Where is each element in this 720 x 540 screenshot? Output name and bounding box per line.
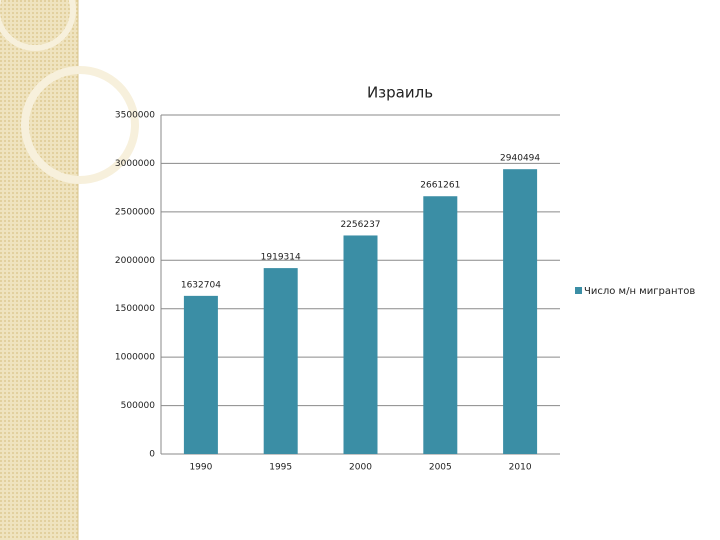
x-tick-label: 2005 [429, 463, 452, 473]
x-tick-label: 2000 [349, 463, 372, 473]
bar [183, 295, 218, 454]
y-tick-label: 500000 [121, 401, 156, 411]
x-tick-label: 1995 [269, 463, 292, 473]
x-tick-label: 2010 [509, 463, 532, 473]
bar [343, 235, 378, 454]
y-tick-label: 2500000 [115, 207, 155, 217]
data-label: 1632704 [181, 280, 221, 290]
bar [503, 169, 538, 455]
bar [423, 196, 458, 455]
y-tick-label: 3500000 [115, 111, 155, 121]
y-tick-label: 1500000 [115, 304, 155, 314]
legend-swatch [575, 287, 582, 294]
x-tick-label: 1990 [189, 463, 212, 473]
y-tick-label: 0 [149, 450, 155, 460]
y-tick-label: 1000000 [115, 353, 155, 363]
data-label: 2940494 [500, 154, 540, 164]
data-label: 2256237 [340, 220, 380, 230]
chart-title: Израиль [367, 84, 433, 102]
data-label: 1919314 [261, 253, 301, 263]
data-label: 2661261 [420, 181, 460, 191]
y-tick-label: 3000000 [115, 159, 155, 169]
y-tick-label: 2000000 [115, 256, 155, 266]
decoration [0, 0, 139, 540]
legend-text: Число м/н мигрантов [584, 286, 695, 297]
bar [263, 268, 298, 454]
